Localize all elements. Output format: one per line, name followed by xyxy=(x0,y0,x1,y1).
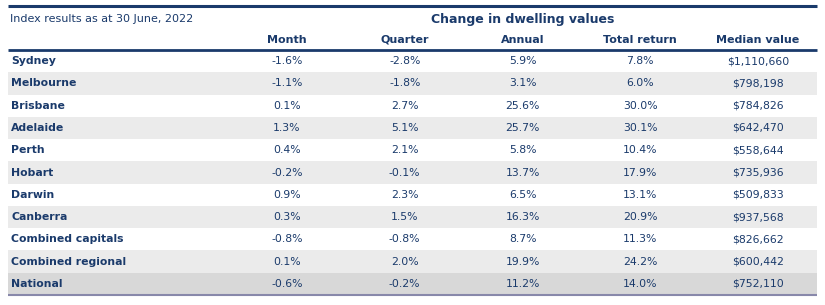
Text: -1.1%: -1.1% xyxy=(271,78,303,88)
Text: 2.0%: 2.0% xyxy=(391,257,418,267)
Text: 16.3%: 16.3% xyxy=(505,212,540,222)
Text: 0.1%: 0.1% xyxy=(273,101,301,111)
Text: 13.1%: 13.1% xyxy=(623,190,658,200)
Text: -0.6%: -0.6% xyxy=(271,279,303,289)
Bar xyxy=(8,184,817,206)
Text: Month: Month xyxy=(267,35,307,45)
Bar xyxy=(8,95,817,117)
Text: Sydney: Sydney xyxy=(11,56,56,66)
Text: 30.0%: 30.0% xyxy=(623,101,658,111)
Text: 2.1%: 2.1% xyxy=(391,145,418,155)
Text: Canberra: Canberra xyxy=(11,212,68,222)
Bar xyxy=(8,72,817,95)
Bar xyxy=(8,161,817,184)
Text: -0.2%: -0.2% xyxy=(271,167,303,178)
Bar xyxy=(8,273,817,295)
Text: Darwin: Darwin xyxy=(11,190,54,200)
Text: $752,110: $752,110 xyxy=(733,279,784,289)
Text: Change in dwelling values: Change in dwelling values xyxy=(431,13,614,26)
Text: -1.6%: -1.6% xyxy=(271,56,303,66)
Text: 5.1%: 5.1% xyxy=(391,123,418,133)
Text: 2.3%: 2.3% xyxy=(391,190,418,200)
Text: Quarter: Quarter xyxy=(380,35,429,45)
Text: 3.1%: 3.1% xyxy=(509,78,536,88)
Text: 6.0%: 6.0% xyxy=(626,78,654,88)
Text: 0.9%: 0.9% xyxy=(273,190,301,200)
Text: 24.2%: 24.2% xyxy=(623,257,658,267)
Text: 0.4%: 0.4% xyxy=(273,145,301,155)
Text: Brisbane: Brisbane xyxy=(11,101,65,111)
Text: 30.1%: 30.1% xyxy=(623,123,658,133)
Text: $735,936: $735,936 xyxy=(733,167,784,178)
Text: 1.3%: 1.3% xyxy=(273,123,300,133)
Text: Melbourne: Melbourne xyxy=(11,78,77,88)
Text: -1.8%: -1.8% xyxy=(389,78,421,88)
Text: -0.2%: -0.2% xyxy=(389,279,421,289)
Text: National: National xyxy=(11,279,63,289)
Text: Median value: Median value xyxy=(716,35,799,45)
Text: Combined capitals: Combined capitals xyxy=(11,234,124,244)
Text: $784,826: $784,826 xyxy=(733,101,784,111)
Text: 0.3%: 0.3% xyxy=(273,212,301,222)
Text: -0.8%: -0.8% xyxy=(271,234,303,244)
Text: $1,110,660: $1,110,660 xyxy=(727,56,790,66)
Text: 8.7%: 8.7% xyxy=(509,234,536,244)
Text: $600,442: $600,442 xyxy=(732,257,784,267)
Text: 17.9%: 17.9% xyxy=(623,167,658,178)
Text: $798,198: $798,198 xyxy=(733,78,784,88)
Text: -2.8%: -2.8% xyxy=(389,56,421,66)
Text: $558,644: $558,644 xyxy=(733,145,784,155)
Text: 0.1%: 0.1% xyxy=(273,257,301,267)
Text: Annual: Annual xyxy=(501,35,544,45)
Text: 25.7%: 25.7% xyxy=(505,123,540,133)
Text: 11.2%: 11.2% xyxy=(505,279,540,289)
Text: -0.8%: -0.8% xyxy=(389,234,421,244)
Bar xyxy=(8,139,817,161)
Text: $826,662: $826,662 xyxy=(733,234,784,244)
Text: 2.7%: 2.7% xyxy=(391,101,418,111)
Text: Hobart: Hobart xyxy=(11,167,54,178)
Bar xyxy=(8,117,817,139)
Bar xyxy=(8,206,817,228)
Text: Perth: Perth xyxy=(11,145,45,155)
Text: 14.0%: 14.0% xyxy=(623,279,658,289)
Text: Combined regional: Combined regional xyxy=(11,257,126,267)
Text: 25.6%: 25.6% xyxy=(505,101,540,111)
Text: Total return: Total return xyxy=(603,35,677,45)
Text: 19.9%: 19.9% xyxy=(505,257,540,267)
Text: $937,568: $937,568 xyxy=(733,212,784,222)
Text: 10.4%: 10.4% xyxy=(623,145,658,155)
Text: $642,470: $642,470 xyxy=(733,123,784,133)
Text: 13.7%: 13.7% xyxy=(505,167,540,178)
Text: 7.8%: 7.8% xyxy=(626,56,654,66)
Bar xyxy=(8,228,817,250)
Text: 5.9%: 5.9% xyxy=(509,56,536,66)
Text: $509,833: $509,833 xyxy=(733,190,784,200)
Text: -0.1%: -0.1% xyxy=(389,167,421,178)
Text: 5.8%: 5.8% xyxy=(509,145,536,155)
Bar xyxy=(8,50,817,72)
Text: 11.3%: 11.3% xyxy=(623,234,658,244)
Text: 1.5%: 1.5% xyxy=(391,212,418,222)
Text: Index results as at 30 June, 2022: Index results as at 30 June, 2022 xyxy=(10,14,193,24)
Bar xyxy=(8,250,817,273)
Text: 20.9%: 20.9% xyxy=(623,212,658,222)
Text: 6.5%: 6.5% xyxy=(509,190,536,200)
Text: Adelaide: Adelaide xyxy=(11,123,64,133)
